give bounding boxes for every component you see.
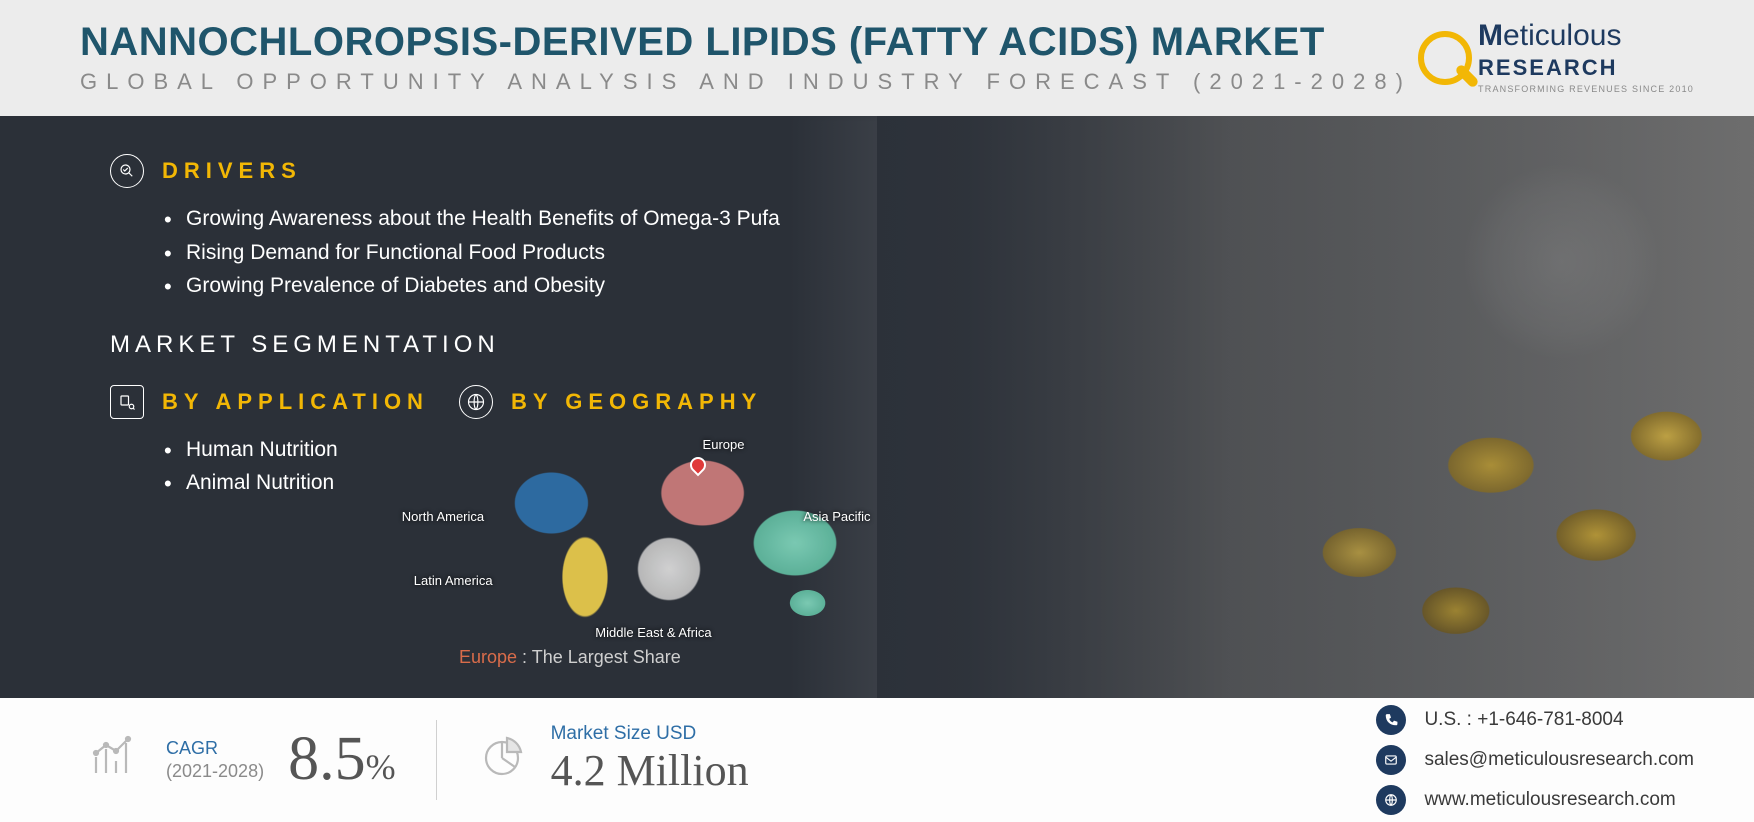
application-list: Human Nutrition Animal Nutrition bbox=[164, 433, 429, 500]
by-application-header: BY APPLICATION bbox=[110, 385, 429, 419]
cagr-unit: % bbox=[366, 747, 396, 787]
contact-phone-text: U.S. : +1-646-781-8004 bbox=[1424, 709, 1623, 731]
highlight-note: : The Largest Share bbox=[522, 647, 681, 667]
contact-web-text: www.meticulousresearch.com bbox=[1424, 789, 1675, 811]
barchart-icon bbox=[90, 733, 142, 787]
driver-item: Rising Demand for Functional Food Produc… bbox=[164, 236, 997, 270]
by-geography-title: BY GEOGRAPHY bbox=[511, 389, 762, 415]
world-map-shapes bbox=[459, 433, 879, 633]
footer-bar: CAGR (2021-2028) 8.5% Market Size USD 4.… bbox=[0, 698, 1754, 822]
application-item: Human Nutrition bbox=[164, 433, 429, 467]
segmentation-heading: MARKET SEGMENTATION bbox=[110, 331, 997, 359]
by-geography-column: BY GEOGRAPHY North America Latin America… bbox=[459, 385, 997, 668]
header-bar: NANNOCHLOROPSIS-DERIVED LIPIDS (FATTY AC… bbox=[0, 0, 1754, 116]
market-size-label: Market Size USD bbox=[551, 723, 749, 745]
cagr-label-top: CAGR bbox=[166, 737, 264, 760]
segmentation-row: BY APPLICATION Human Nutrition Animal Nu… bbox=[110, 385, 997, 668]
driver-item: Growing Prevalence of Diabetes and Obesi… bbox=[164, 269, 997, 303]
drivers-header: DRIVERS bbox=[110, 154, 997, 188]
brand-rest: eticulous bbox=[1503, 19, 1621, 52]
piechart-icon bbox=[477, 730, 527, 790]
brand-tagline: TRANSFORMING REVENUES SINCE 2010 bbox=[1478, 85, 1694, 94]
cagr-label: CAGR (2021-2028) bbox=[166, 737, 264, 782]
drivers-title: DRIVERS bbox=[162, 158, 302, 184]
content-column: DRIVERS Growing Awareness about the Heal… bbox=[0, 116, 1017, 698]
world-map: North America Latin America Europe Middl… bbox=[459, 433, 879, 633]
highlight-region: Europe bbox=[459, 647, 517, 667]
driver-item: Growing Awareness about the Health Benef… bbox=[164, 202, 997, 236]
infographic-page: NANNOCHLOROPSIS-DERIVED LIPIDS (FATTY AC… bbox=[0, 0, 1754, 822]
brand-initial: M bbox=[1478, 19, 1503, 52]
cagr-number: 8.5 bbox=[288, 725, 366, 793]
contact-block: U.S. : +1-646-781-8004 sales@meticulousr… bbox=[1376, 705, 1694, 815]
title-block: NANNOCHLOROPSIS-DERIVED LIPIDS (FATTY AC… bbox=[80, 20, 1412, 95]
cagr-stat: CAGR (2021-2028) 8.5% bbox=[90, 724, 396, 795]
web-icon bbox=[1376, 785, 1406, 815]
map-label-la: Latin America bbox=[414, 573, 493, 588]
map-label-mea: Middle East & Africa bbox=[595, 625, 711, 640]
contact-web[interactable]: www.meticulousresearch.com bbox=[1376, 785, 1694, 815]
by-geography-header: BY GEOGRAPHY bbox=[459, 385, 997, 419]
contact-email[interactable]: sales@meticulousresearch.com bbox=[1376, 745, 1694, 775]
cagr-value: 8.5% bbox=[288, 724, 396, 795]
brand-name: Meticulous RESEARCH bbox=[1478, 21, 1694, 81]
map-label-na: North America bbox=[402, 509, 484, 524]
contact-phone[interactable]: U.S. : +1-646-781-8004 bbox=[1376, 705, 1694, 735]
map-label-ap: Asia Pacific bbox=[803, 509, 870, 524]
drivers-icon bbox=[110, 154, 144, 188]
magnifier-icon bbox=[1418, 31, 1472, 85]
market-size-value: 4.2 Million bbox=[551, 745, 749, 796]
phone-icon bbox=[1376, 705, 1406, 735]
brand-line2: RESEARCH bbox=[1478, 55, 1617, 80]
contact-email-text: sales@meticulousresearch.com bbox=[1424, 749, 1694, 771]
geography-highlight: Europe : The Largest Share bbox=[459, 647, 997, 668]
drivers-list: Growing Awareness about the Health Benef… bbox=[164, 202, 997, 303]
brand-logo: Meticulous RESEARCH TRANSFORMING REVENUE… bbox=[1418, 21, 1694, 94]
by-application-column: BY APPLICATION Human Nutrition Animal Nu… bbox=[110, 385, 429, 668]
by-application-title: BY APPLICATION bbox=[162, 389, 429, 415]
application-icon bbox=[110, 385, 144, 419]
cagr-label-range: (2021-2028) bbox=[166, 761, 264, 781]
report-title: NANNOCHLOROPSIS-DERIVED LIPIDS (FATTY AC… bbox=[80, 20, 1412, 65]
report-subtitle: GLOBAL OPPORTUNITY ANALYSIS AND INDUSTRY… bbox=[80, 69, 1412, 95]
application-item: Animal Nutrition bbox=[164, 466, 429, 500]
brand-logo-text: Meticulous RESEARCH TRANSFORMING REVENUE… bbox=[1478, 21, 1694, 94]
market-size-stat: Market Size USD 4.2 Million bbox=[477, 723, 749, 796]
map-label-eu: Europe bbox=[703, 437, 745, 452]
footer-divider bbox=[436, 720, 437, 800]
globe-icon bbox=[459, 385, 493, 419]
email-icon bbox=[1376, 745, 1406, 775]
market-size-block: Market Size USD 4.2 Million bbox=[551, 723, 749, 796]
hero-panel: DRIVERS Growing Awareness about the Heal… bbox=[0, 116, 1754, 698]
